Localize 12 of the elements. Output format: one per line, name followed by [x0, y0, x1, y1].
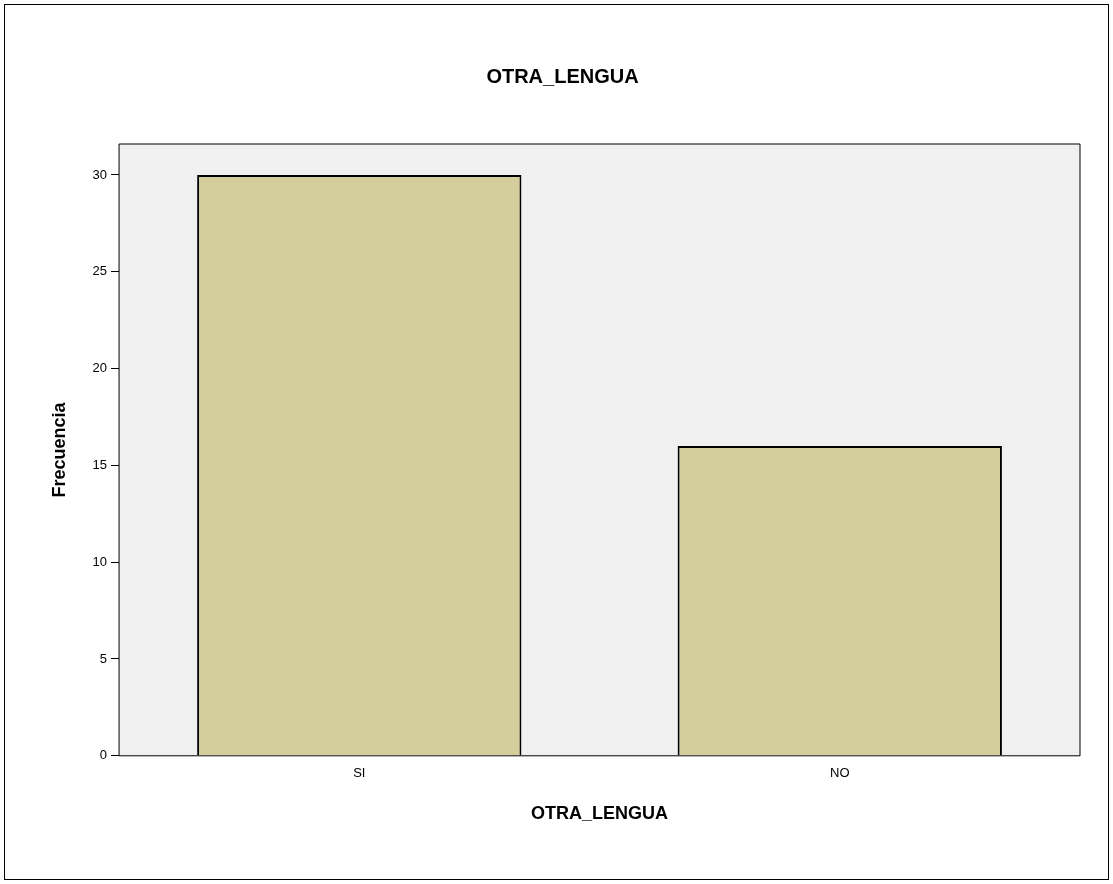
- y-tick-label: 10: [92, 553, 108, 569]
- y-tick-label: 30: [92, 166, 108, 182]
- y-tick-label: 15: [92, 456, 108, 472]
- y-tick-label: 20: [92, 360, 108, 376]
- x-tick-label: NO: [830, 765, 850, 781]
- y-axis-title: Frecuencia: [48, 401, 69, 498]
- y-tick-label: 0: [99, 747, 108, 763]
- y-tick-label: 25: [92, 263, 108, 279]
- x-tick-label: SI: [353, 765, 366, 781]
- chart-title: OTRA_LENGUA: [486, 64, 639, 87]
- y-tick-label: 5: [99, 650, 108, 666]
- x-axis-title: OTRA_LENGUA: [531, 803, 669, 824]
